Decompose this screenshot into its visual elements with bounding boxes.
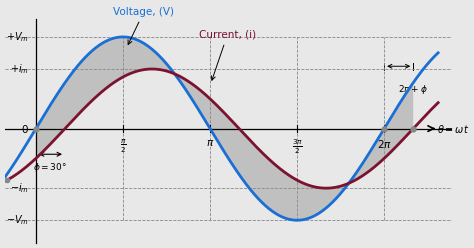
Text: $-i_m$: $-i_m$ — [10, 181, 29, 195]
Text: $+V_m$: $+V_m$ — [6, 30, 29, 44]
Text: Current, (i): Current, (i) — [199, 30, 256, 80]
Text: $\frac{3\pi}{2}$: $\frac{3\pi}{2}$ — [292, 138, 303, 156]
Text: $2\pi$: $2\pi$ — [377, 138, 392, 150]
Text: $\pi$: $\pi$ — [206, 138, 214, 148]
Text: $0$: $0$ — [21, 123, 29, 135]
Text: $\frac{\pi}{2}$: $\frac{\pi}{2}$ — [119, 138, 126, 155]
Text: $\phi = 30°$: $\phi = 30°$ — [33, 161, 67, 174]
Text: Voltage, (V): Voltage, (V) — [113, 7, 174, 44]
Text: $-V_m$: $-V_m$ — [6, 213, 29, 227]
Text: $+i_m$: $+i_m$ — [10, 62, 29, 76]
Text: $2\pi+\phi$: $2\pi+\phi$ — [398, 84, 428, 96]
Text: $\theta = \omega t$: $\theta = \omega t$ — [437, 123, 469, 135]
